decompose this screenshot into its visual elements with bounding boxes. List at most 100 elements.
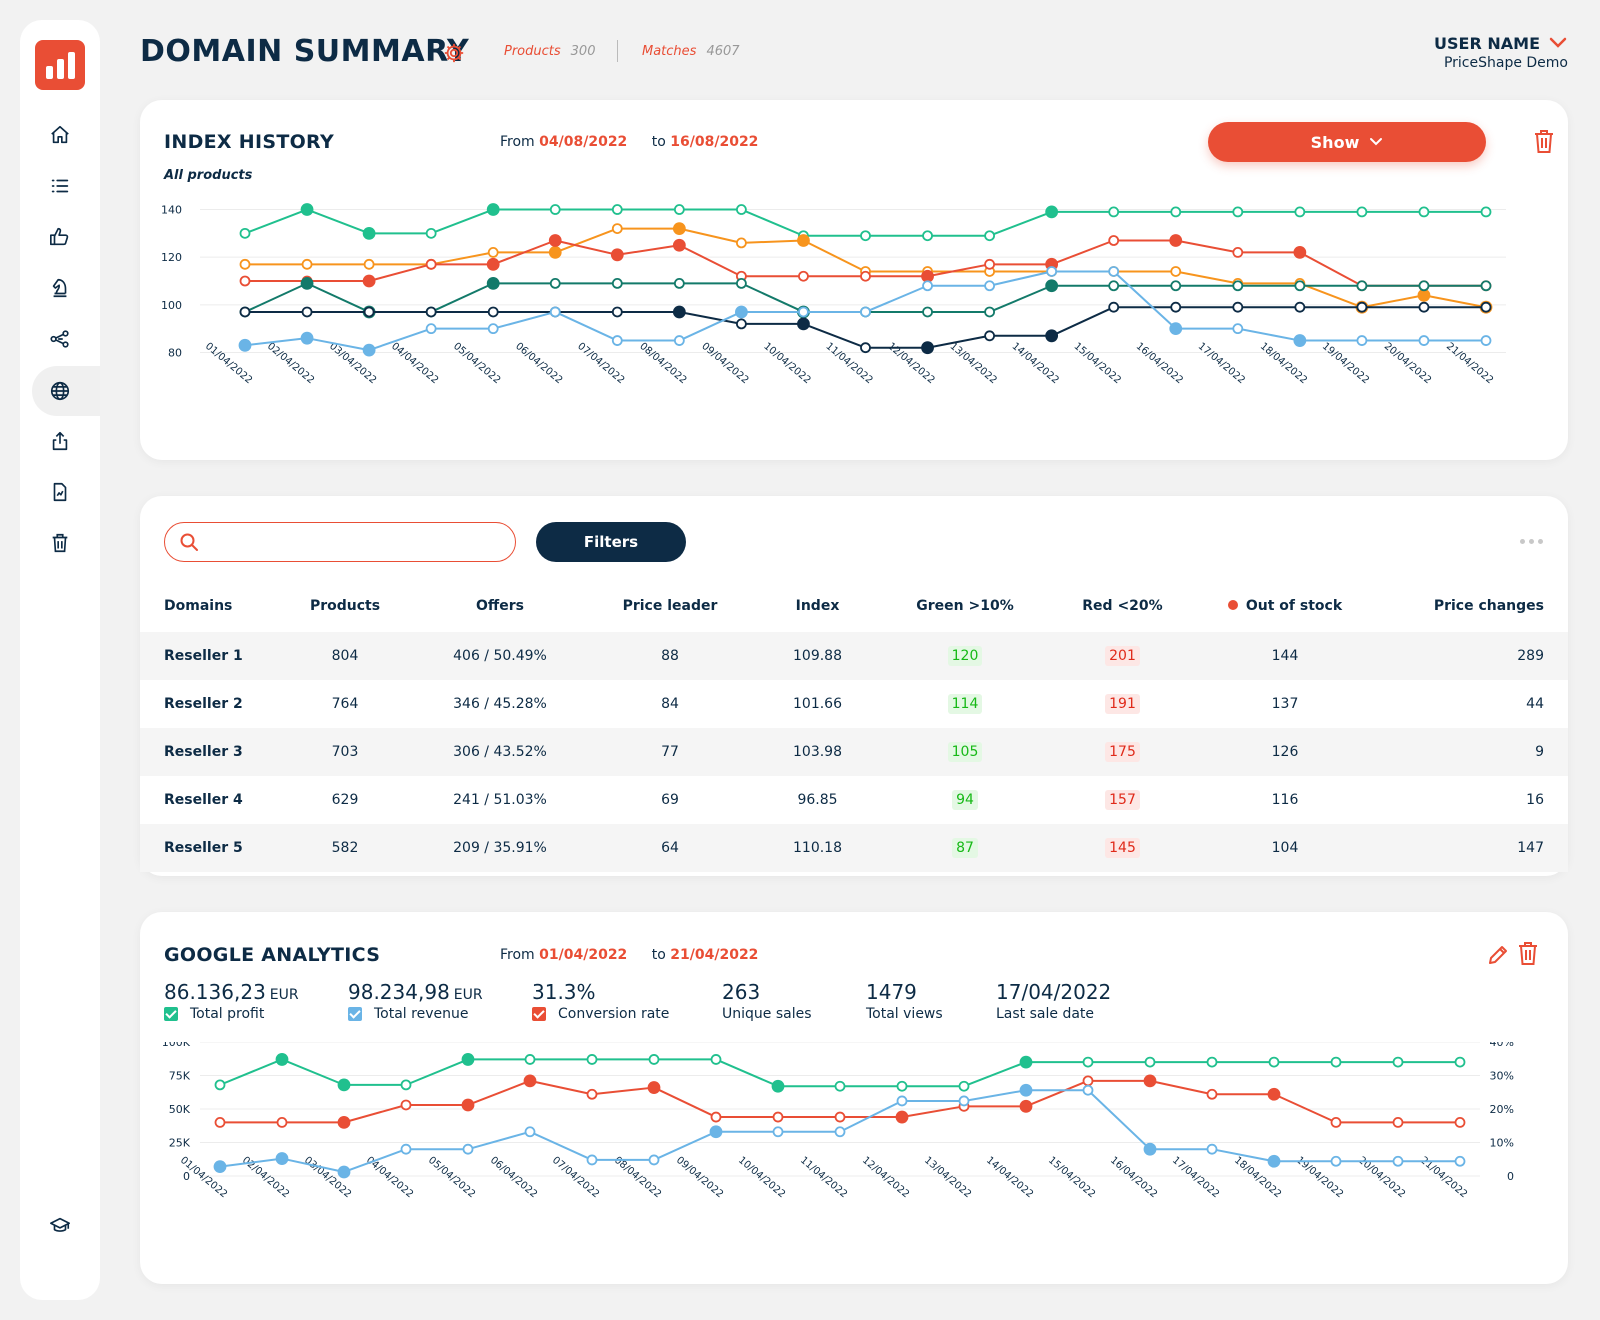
table-row[interactable]: Reseller 3 703 306 / 43.52% 77 103.98 10… <box>140 728 1568 776</box>
cell-leader: 88 <box>590 632 750 680</box>
sidebar-item-academy[interactable] <box>20 1201 100 1251</box>
to-label: to <box>651 134 666 150</box>
filters-button[interactable]: Filters <box>536 522 686 562</box>
col-red[interactable]: Red <20% <box>1082 598 1163 614</box>
data-point <box>337 1165 351 1179</box>
kpi-label-text: Total revenue <box>374 1006 469 1022</box>
pencil-icon[interactable] <box>1486 942 1510 968</box>
sidebar <box>20 20 100 1300</box>
to-date[interactable]: 16/08/2022 <box>670 134 759 150</box>
y-tick-label: 120 <box>161 251 182 264</box>
cell-products: 764 <box>331 696 359 712</box>
cell-red: 191 <box>1045 680 1200 728</box>
checkbox-checked-icon[interactable] <box>532 1007 546 1021</box>
cell-domain[interactable]: Reseller 1 <box>140 632 280 680</box>
sidebar-item-trash[interactable] <box>20 518 100 568</box>
data-point <box>1293 334 1307 347</box>
sidebar-item-domains[interactable] <box>32 366 100 416</box>
cell-changes: 16 <box>1526 792 1544 808</box>
y-tick-label: 50K <box>169 1103 191 1116</box>
search-input[interactable] <box>209 529 504 555</box>
domains-table: Domains Products Offers Price leader Ind… <box>140 580 1568 872</box>
table-row[interactable]: Reseller 4 629 241 / 51.03% 69 96.85 94 … <box>140 776 1568 824</box>
trash-icon[interactable] <box>1516 940 1540 966</box>
more-options-icon[interactable] <box>1520 536 1544 546</box>
sidebar-item-home[interactable] <box>20 110 100 160</box>
col-out-of-stock[interactable]: Out of stock <box>1200 580 1370 632</box>
data-point <box>548 234 562 247</box>
x-tick-label: 07/04/2022 <box>575 341 626 386</box>
sidebar-item-competitors[interactable] <box>20 263 100 313</box>
cell-domain[interactable]: Reseller 3 <box>140 728 280 776</box>
gear-icon[interactable] <box>443 42 465 64</box>
sidebar-item-reviews[interactable] <box>20 212 100 262</box>
data-point <box>1045 279 1059 293</box>
products-value: 300 <box>570 44 596 59</box>
col-domains[interactable]: Domains <box>164 598 233 614</box>
green-badge: 105 <box>947 742 983 762</box>
cell-domain[interactable]: Reseller 2 <box>164 696 243 712</box>
from-date[interactable]: 01/04/2022 <box>539 947 628 963</box>
products-stat: Products 300 <box>504 44 595 59</box>
col-green[interactable]: Green >10% <box>916 598 1014 614</box>
cell-red: 157 <box>1045 776 1200 824</box>
data-point <box>1480 206 1492 218</box>
sidebar-item-list[interactable] <box>20 161 100 211</box>
app-logo[interactable] <box>35 40 85 90</box>
cell-leader: 64 <box>590 824 750 872</box>
table-row[interactable]: Reseller 5 582 209 / 35.91% 64 110.18 87… <box>140 824 1568 872</box>
data-point <box>1082 1056 1094 1068</box>
to-date[interactable]: 21/04/2022 <box>670 947 759 963</box>
data-point <box>1480 280 1492 292</box>
data-point <box>648 1054 660 1065</box>
table-row[interactable]: Reseller 1 804 406 / 50.49% 88 109.88 12… <box>140 632 1568 680</box>
cell-domain[interactable]: Reseller 4 <box>164 792 243 808</box>
col-price-leader[interactable]: Price leader <box>622 598 718 614</box>
data-point <box>425 323 437 335</box>
search-field[interactable] <box>164 522 516 562</box>
data-point <box>1045 329 1059 343</box>
trash-icon[interactable] <box>1532 128 1556 154</box>
data-point <box>1267 1154 1281 1168</box>
cell-domain[interactable]: Reseller 5 <box>140 824 280 872</box>
data-point <box>1143 1074 1157 1088</box>
y-tick-label: 100 <box>161 299 182 312</box>
data-point <box>772 1126 784 1138</box>
data-point <box>984 280 995 292</box>
data-point <box>548 246 562 259</box>
chess-knight-icon <box>52 278 67 298</box>
table-row[interactable]: Reseller 2 764 346 / 45.28% 84 101.66 11… <box>140 680 1568 728</box>
cell-oos: 144 <box>1200 632 1370 680</box>
sidebar-item-reports[interactable] <box>20 467 100 517</box>
col-offers[interactable]: Offers <box>476 598 524 614</box>
col-price-changes[interactable]: Price changes <box>1433 598 1544 614</box>
data-point <box>921 341 934 355</box>
data-point <box>958 1080 970 1092</box>
sidebar-item-export[interactable] <box>20 416 100 466</box>
checkbox-checked-icon[interactable] <box>164 1007 178 1021</box>
show-dropdown-button[interactable]: Show <box>1208 122 1486 162</box>
x-tick-label: 12/04/2022 <box>860 1155 911 1200</box>
col-index[interactable]: Index <box>795 598 840 614</box>
x-tick-label: 15/04/2022 <box>1072 341 1123 386</box>
from-date[interactable]: 04/08/2022 <box>539 134 628 150</box>
data-point <box>1267 1087 1281 1101</box>
data-point <box>922 230 933 242</box>
data-point <box>673 204 685 215</box>
data-point <box>300 331 314 345</box>
kpi-label: Total revenue <box>348 1006 483 1022</box>
sidebar-item-connections[interactable] <box>20 314 100 364</box>
green-badge: 94 <box>952 790 978 810</box>
col-products[interactable]: Products <box>309 598 381 614</box>
user-name[interactable]: USER NAME <box>1434 34 1540 53</box>
data-point <box>860 342 871 354</box>
data-point <box>797 234 810 247</box>
data-point <box>400 1143 412 1155</box>
kpi-last-sale-date: 17/04/2022 Last sale date <box>996 980 1111 1022</box>
kpi-value: 17/04/2022 <box>996 980 1112 1004</box>
graduation-cap-icon <box>50 1217 70 1232</box>
chevron-down-icon[interactable] <box>1548 36 1568 50</box>
kpi-value: 31.3% <box>532 980 669 1004</box>
checkbox-checked-icon[interactable] <box>348 1007 362 1021</box>
index-history-daterange: From 04/08/2022 to 16/08/2022 <box>500 134 758 150</box>
